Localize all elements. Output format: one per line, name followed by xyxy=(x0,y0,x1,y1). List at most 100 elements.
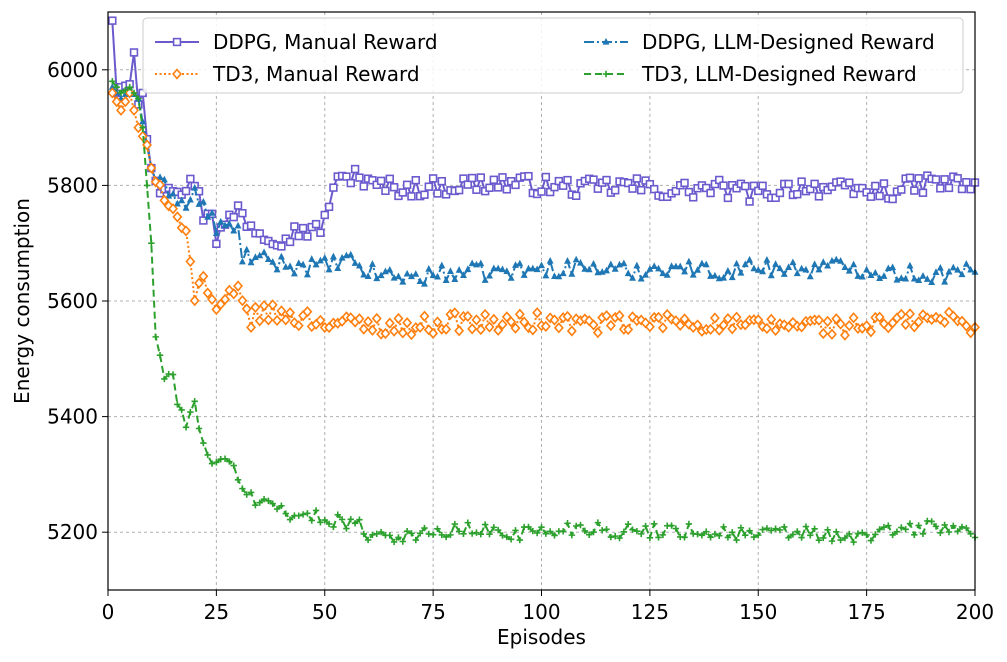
data-point xyxy=(859,529,866,536)
data-point xyxy=(290,222,299,231)
data-point xyxy=(732,184,741,193)
data-point xyxy=(510,322,521,334)
data-point xyxy=(411,176,420,185)
data-point xyxy=(277,242,286,251)
data-point xyxy=(806,272,814,280)
data-point xyxy=(820,534,827,542)
data-point xyxy=(832,255,840,263)
data-point xyxy=(603,526,610,533)
data-point xyxy=(722,313,733,325)
data-point xyxy=(758,181,767,190)
data-point xyxy=(766,313,777,325)
data-point xyxy=(939,316,950,329)
data-point xyxy=(208,460,216,467)
legend-label: DDPG, LLM-Designed Reward xyxy=(642,30,935,54)
data-point xyxy=(490,524,498,531)
data-point xyxy=(815,265,823,273)
data-point xyxy=(698,532,706,539)
data-point xyxy=(715,274,723,282)
data-point xyxy=(311,219,321,229)
data-point xyxy=(403,528,411,535)
data-point xyxy=(316,228,325,237)
data-point xyxy=(915,522,922,529)
data-point xyxy=(551,272,558,280)
data-point xyxy=(928,518,935,525)
data-point xyxy=(559,269,567,277)
data-point xyxy=(233,280,244,292)
data-point xyxy=(397,327,408,339)
data-point xyxy=(463,180,473,189)
y-tick-label: 5400 xyxy=(47,405,98,429)
data-point xyxy=(363,316,374,328)
data-point xyxy=(369,531,376,538)
data-point xyxy=(533,529,541,537)
series-layer xyxy=(107,16,980,546)
data-point xyxy=(558,181,568,190)
data-point xyxy=(798,264,806,272)
data-point xyxy=(923,275,931,282)
data-point xyxy=(553,322,564,334)
data-point xyxy=(503,267,511,274)
data-point xyxy=(302,306,313,318)
data-point xyxy=(187,408,194,416)
legend-item: DDPG, LLM-Designed Reward xyxy=(584,30,935,54)
data-point xyxy=(217,217,225,225)
data-point xyxy=(129,48,139,57)
data-point xyxy=(919,530,927,537)
data-point xyxy=(629,526,636,533)
data-point xyxy=(763,256,771,263)
data-point xyxy=(733,259,741,267)
data-point xyxy=(502,185,512,194)
data-point xyxy=(260,248,268,256)
data-point xyxy=(230,226,238,234)
data-point xyxy=(672,525,680,532)
data-point xyxy=(364,536,372,544)
data-point xyxy=(958,523,966,531)
data-point xyxy=(181,186,191,196)
x-tick-label: 125 xyxy=(631,600,669,624)
data-point xyxy=(317,519,324,526)
x-tick-label: 175 xyxy=(848,600,886,624)
data-point xyxy=(243,245,251,253)
data-point xyxy=(689,270,697,278)
data-point xyxy=(399,538,406,545)
data-point xyxy=(707,534,714,541)
data-point xyxy=(199,216,208,225)
data-point xyxy=(827,182,837,191)
data-point xyxy=(185,255,196,268)
data-point xyxy=(269,258,277,265)
data-point xyxy=(384,317,395,329)
data-point xyxy=(529,527,537,535)
data-point xyxy=(494,264,502,272)
data-point xyxy=(918,188,928,197)
data-point xyxy=(377,528,385,536)
data-point xyxy=(172,211,183,223)
data-point xyxy=(638,530,645,538)
data-point xyxy=(293,320,304,332)
data-point xyxy=(421,524,428,532)
data-point xyxy=(568,531,576,539)
data-point xyxy=(325,520,333,528)
data-point xyxy=(806,184,815,194)
data-point xyxy=(208,209,216,216)
data-point xyxy=(476,173,486,182)
data-point xyxy=(724,267,732,274)
legend-item: TD3, LLM-Designed Reward xyxy=(584,62,917,86)
data-point xyxy=(415,321,426,333)
data-point xyxy=(824,526,831,534)
data-point xyxy=(720,523,727,531)
data-point xyxy=(785,263,793,271)
data-point xyxy=(438,261,446,269)
data-point xyxy=(668,262,676,269)
data-point xyxy=(694,266,702,273)
data-point xyxy=(475,323,486,336)
data-point xyxy=(850,260,858,268)
data-point xyxy=(176,222,187,234)
data-point xyxy=(412,270,420,277)
data-point xyxy=(702,260,710,268)
data-point xyxy=(824,261,832,269)
data-point xyxy=(936,263,944,271)
data-point xyxy=(243,491,250,498)
data-point xyxy=(120,95,131,108)
data-point xyxy=(746,255,754,263)
